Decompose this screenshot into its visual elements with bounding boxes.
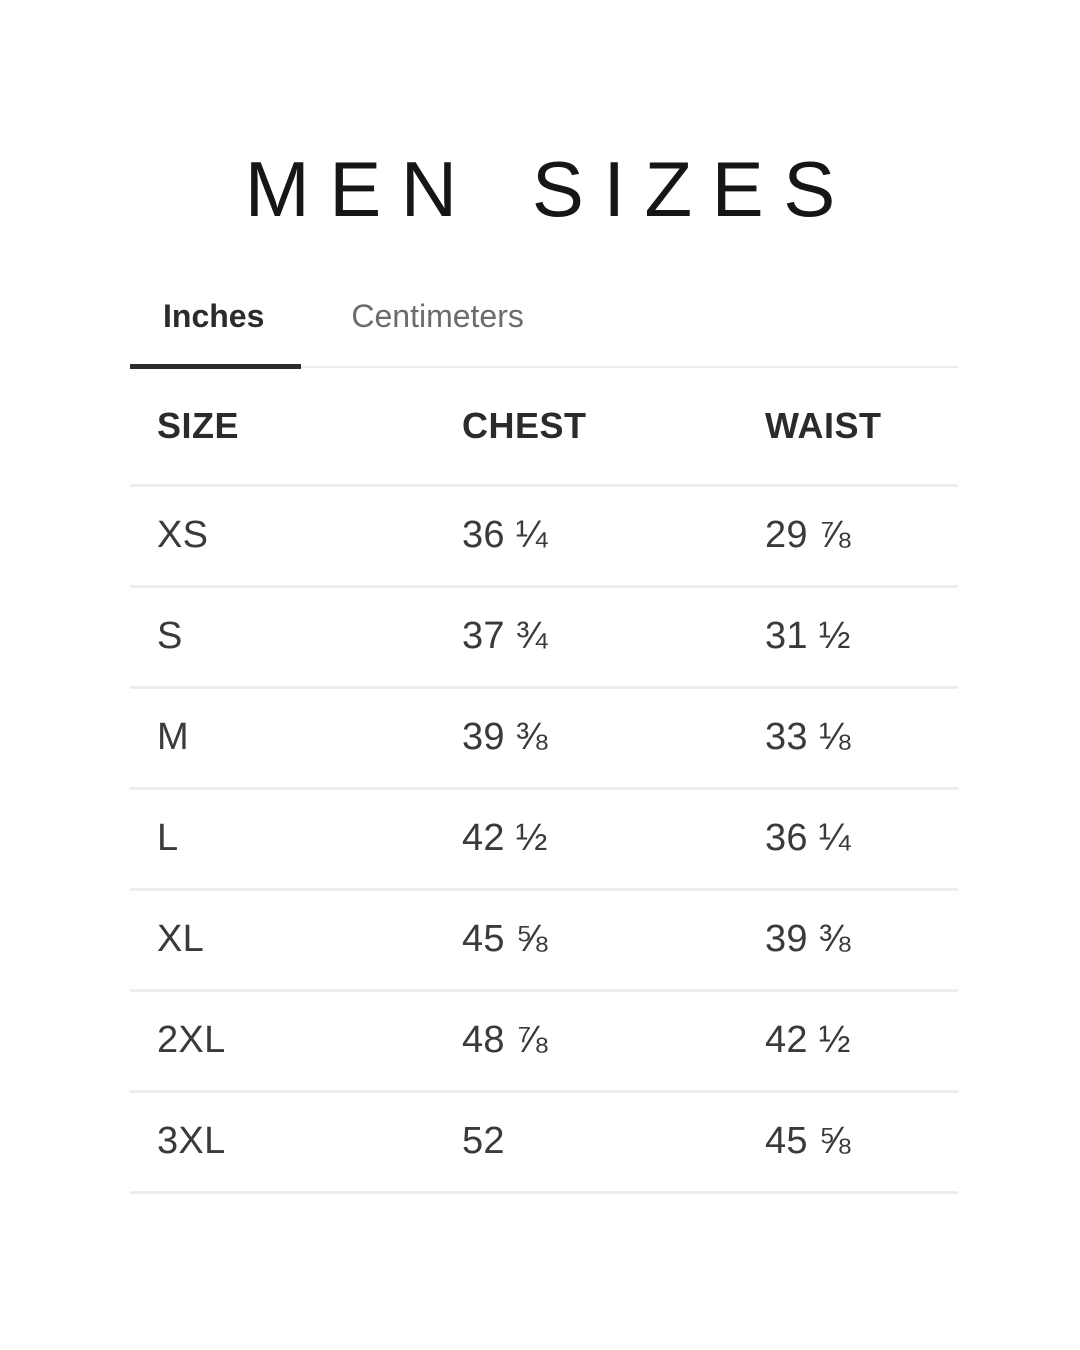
table-row: 2XL 48 ⅞ 42 ½ xyxy=(130,992,958,1093)
size-label: M xyxy=(157,716,189,759)
table-row: M 39 ⅜ 33 ⅛ xyxy=(130,689,958,790)
chest-value: 36 ¼ xyxy=(462,514,548,557)
size-label: XL xyxy=(157,918,205,961)
chest-value: 37 ¾ xyxy=(462,615,548,658)
size-chart-page: MEN SIZES Inches Centimeters SIZE CHEST … xyxy=(0,150,1080,1350)
size-label: 2XL xyxy=(157,1019,226,1062)
waist-value: 36 ¼ xyxy=(765,817,851,860)
chest-value: 45 ⅝ xyxy=(462,918,548,961)
size-label: L xyxy=(157,817,179,860)
table-row: L 42 ½ 36 ¼ xyxy=(130,790,958,891)
table-row: XS 36 ¼ 29 ⅞ xyxy=(130,487,958,588)
size-label: XS xyxy=(157,514,209,557)
unit-tabs: Inches Centimeters xyxy=(130,298,958,369)
table-row: XL 45 ⅝ 39 ⅜ xyxy=(130,891,958,992)
page-title: MEN SIZES xyxy=(244,145,855,233)
waist-value: 29 ⅞ xyxy=(765,514,851,557)
table-row: 3XL 52 45 ⅝ xyxy=(130,1093,958,1194)
waist-value: 39 ⅜ xyxy=(765,918,851,961)
tab-inches[interactable]: Inches xyxy=(130,298,302,369)
size-chart-content: Inches Centimeters SIZE CHEST WAIST XS 3… xyxy=(130,298,958,1194)
size-label: S xyxy=(157,615,183,658)
column-header-size: SIZE xyxy=(157,404,240,446)
column-header-chest: CHEST xyxy=(462,404,587,446)
waist-value: 33 ⅛ xyxy=(765,716,851,759)
chest-value: 52 xyxy=(462,1120,505,1163)
size-label: 3XL xyxy=(157,1120,226,1163)
table-row: S 37 ¾ 31 ½ xyxy=(130,588,958,689)
waist-value: 31 ½ xyxy=(765,615,851,658)
chest-value: 48 ⅞ xyxy=(462,1019,548,1062)
table-header: SIZE CHEST WAIST xyxy=(130,368,958,487)
chest-value: 39 ⅜ xyxy=(462,716,548,759)
column-header-waist: WAIST xyxy=(765,404,882,446)
tab-centimeters[interactable]: Centimeters xyxy=(351,298,524,334)
chest-value: 42 ½ xyxy=(462,817,548,860)
waist-value: 45 ⅝ xyxy=(765,1120,851,1163)
waist-value: 42 ½ xyxy=(765,1019,851,1062)
